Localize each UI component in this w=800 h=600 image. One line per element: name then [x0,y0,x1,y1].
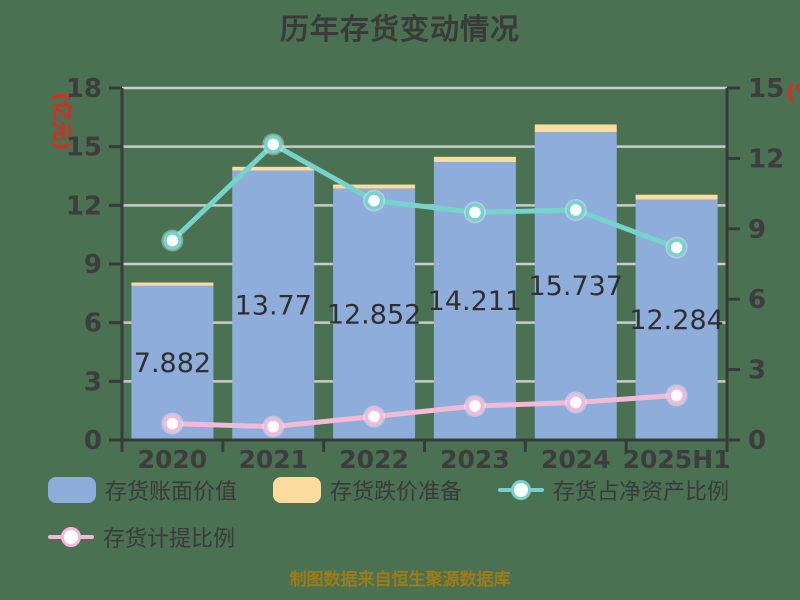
legend-item-provision: 存货跌价准备 [273,474,462,506]
bar-provision-segment [635,194,718,200]
bar-provision-segment [534,124,617,133]
legend-label: 存货占净资产比例 [553,480,730,505]
bar-provision-segment [433,156,516,163]
net-asset-ratio-marker [566,200,585,220]
bar-book-value [534,132,617,441]
legend-item-net-asset-ratio: 存货占净资产比例 [498,474,729,506]
right-tick-label: 9 [748,215,766,245]
left-tick-label: 3 [84,367,102,397]
x-category-label: 2025H1 [623,445,731,472]
x-category-label: 2023 [440,445,510,472]
net-asset-ratio-marker [667,238,686,257]
net-asset-ratio-marker [163,231,182,250]
bar-provision-segment [131,282,214,286]
left-tick-label: 6 [84,309,102,339]
provision-swatch-icon [273,477,322,503]
legend-row-1: 存货账面价值 存货跌价准备 存货占净资产比例 [48,474,729,506]
legend-item-book-value: 存货账面价值 [48,474,237,506]
left-tick-label: 12 [66,191,102,221]
x-category-label: 2020 [138,445,208,472]
right-tick-label: 15 [748,74,784,104]
right-axis-unit-label: (%) [786,80,800,104]
provision-ratio-marker [364,407,384,426]
x-category-label: 2024 [541,445,611,472]
bar-provision-segment [333,184,416,189]
right-tick-label: 3 [748,356,766,386]
provision-ratio-line [169,392,680,430]
bar-value-label: 12.284 [629,305,723,336]
provision-ratio-marker [264,417,283,436]
provision-ratio-marker [163,414,182,433]
left-tick-label: 9 [84,250,102,280]
bar-value-label: 13.77 [235,290,312,321]
right-tick-label: 6 [748,285,766,315]
pink-line-marker-icon [48,527,94,547]
chart-title: 历年存货变动情况 [279,12,520,46]
bar-book-value [232,170,315,440]
data-source-note: 制图数据来自恒生聚源数据库 [289,570,511,590]
legend-label: 存货账面价值 [105,480,238,505]
provision-ratio-marker [465,396,485,416]
legend-row-2: 存货计提比例 [48,521,235,553]
bar-value-label: 12.852 [327,299,421,330]
teal-line-marker-icon [498,480,545,500]
left-tick-label: 0 [84,426,102,456]
left-tick-label: 18 [66,74,102,104]
x-category-label: 2022 [339,445,409,472]
right-tick-label: 0 [748,426,766,456]
x-category-label: 2021 [238,445,308,472]
net-asset-ratio-marker [264,135,283,154]
net-asset-ratio-marker [364,191,384,210]
bar-value-label: 15.737 [529,271,623,302]
provision-ratio-marker [566,393,585,412]
book-value-swatch-icon [48,477,96,503]
right-tick-label: 12 [748,144,784,174]
provision-ratio-marker [667,386,686,405]
legend-label: 存货跌价准备 [330,480,463,505]
bar-provision-segment [232,166,315,171]
legend-item-provision-ratio: 存货计提比例 [48,521,235,553]
net-asset-ratio-marker [465,203,485,222]
bar-book-value [333,188,416,440]
net-asset-ratio-line [169,141,680,251]
left-tick-label: 15 [66,133,102,163]
bar-value-label: 7.882 [134,348,211,379]
legend-label: 存货计提比例 [103,527,236,552]
bar-value-label: 14.211 [428,286,522,317]
bar-book-value [131,285,214,440]
